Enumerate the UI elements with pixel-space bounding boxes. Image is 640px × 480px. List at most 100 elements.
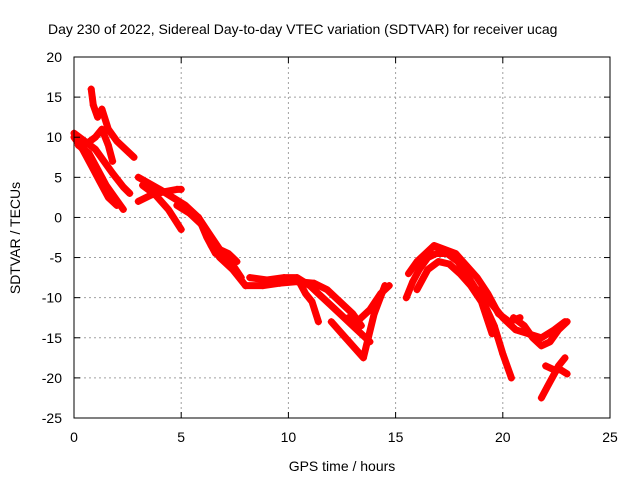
data-point	[94, 113, 102, 121]
data-point	[357, 322, 365, 330]
y-tick-label: 5	[54, 169, 62, 185]
data-point	[98, 105, 106, 113]
data-point	[237, 274, 245, 282]
data-point	[91, 133, 99, 141]
data-point	[205, 229, 213, 237]
data-point	[302, 290, 310, 298]
x-tick-labels: 0 5 10 15 20 25	[70, 429, 618, 445]
data-point	[314, 318, 322, 326]
data-point	[473, 274, 481, 282]
data-point	[194, 213, 202, 221]
x-tick-label: 25	[602, 429, 618, 445]
data-point	[415, 266, 423, 274]
data-point	[242, 282, 250, 290]
series-track-12	[242, 278, 365, 330]
data-point	[441, 246, 449, 254]
data-point	[177, 225, 185, 233]
data-point	[130, 153, 138, 161]
data-point	[327, 318, 335, 326]
series-track-15	[327, 282, 389, 362]
data-point	[452, 250, 460, 258]
data-point	[259, 282, 267, 290]
data-point	[327, 302, 335, 310]
data-point	[224, 250, 232, 258]
data-point	[430, 242, 438, 250]
x-tick-label: 10	[281, 429, 297, 445]
data-point	[404, 270, 412, 278]
data-point	[280, 274, 288, 282]
data-point	[563, 370, 571, 378]
y-tick-label: -25	[42, 410, 62, 426]
data-point	[409, 278, 417, 286]
data-point	[353, 318, 361, 326]
data-point	[473, 286, 481, 294]
data-point	[550, 366, 558, 374]
series-track-11	[194, 213, 241, 266]
data-point	[119, 205, 127, 213]
plot-frame	[73, 56, 611, 419]
data-point	[544, 382, 552, 390]
data-point	[134, 173, 142, 181]
data-point	[370, 310, 378, 318]
y-tick-labels: 20 15 10 5 0 -5 -10 -15 -20 -25	[42, 49, 62, 426]
data-point	[216, 246, 224, 254]
y-tick-label: 15	[46, 89, 62, 105]
data-point	[100, 157, 108, 165]
data-point	[104, 125, 112, 133]
y-tick-label: -20	[42, 370, 62, 386]
data-point	[546, 338, 554, 346]
data-point	[74, 141, 82, 149]
data-point	[456, 270, 464, 278]
x-tick-label: 5	[177, 429, 185, 445]
data-point	[434, 258, 442, 266]
data-point	[561, 354, 569, 362]
data-point	[353, 326, 361, 334]
series-track-4	[87, 85, 138, 161]
data-points	[70, 85, 571, 402]
y-tick-label: 10	[46, 129, 62, 145]
data-point	[432, 250, 440, 258]
data-point	[520, 322, 528, 330]
data-point	[151, 191, 159, 199]
data-point	[402, 294, 410, 302]
chart-title: Day 230 of 2022, Sidereal Day-to-day VTE…	[48, 21, 557, 37]
data-point	[486, 298, 494, 306]
data-point	[488, 330, 496, 338]
data-point	[413, 286, 421, 294]
data-point	[119, 183, 127, 191]
data-point	[81, 141, 89, 149]
data-point	[467, 282, 475, 290]
series-trace	[413, 258, 496, 338]
series-track-22	[537, 354, 569, 402]
data-point	[424, 266, 432, 274]
data-point	[169, 193, 177, 201]
x-tick-label: 20	[495, 429, 511, 445]
data-point	[104, 141, 112, 149]
series-trace	[473, 286, 569, 342]
data-point	[102, 181, 110, 189]
data-point	[94, 165, 102, 173]
data-point	[134, 197, 142, 205]
data-point	[109, 157, 117, 165]
data-point	[177, 185, 185, 193]
data-point	[338, 330, 346, 338]
series-track-14	[295, 278, 322, 326]
data-point	[512, 326, 520, 334]
data-point	[344, 314, 352, 322]
series-track-16	[344, 282, 393, 326]
series-trace	[402, 250, 515, 382]
data-point	[263, 276, 271, 284]
data-point	[156, 185, 164, 193]
series-trace	[246, 274, 374, 346]
data-point	[510, 314, 518, 322]
data-point	[233, 258, 241, 266]
data-point	[445, 260, 453, 268]
x-tick-label: 15	[388, 429, 404, 445]
data-point	[377, 290, 385, 298]
data-point	[295, 278, 303, 286]
data-point	[91, 145, 99, 153]
data-point	[555, 326, 563, 334]
series-track-3	[74, 141, 127, 213]
grid-lines	[74, 57, 610, 418]
data-point	[557, 366, 565, 374]
